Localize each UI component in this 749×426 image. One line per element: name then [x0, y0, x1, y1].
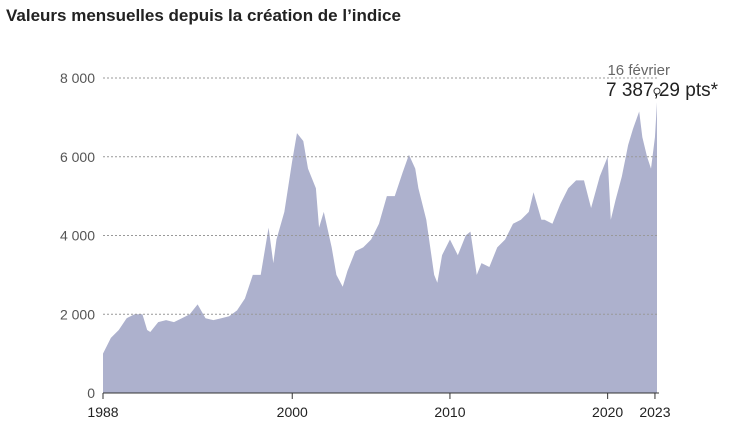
x-tick-label: 2023 — [639, 404, 670, 420]
y-tick-label: 4 000 — [60, 228, 95, 244]
annotation-marker — [653, 87, 661, 95]
chart-title: Valeurs mensuelles depuis la création de… — [6, 6, 401, 25]
annotation-value: 7 387,29 pts* — [606, 80, 719, 101]
x-tick-label: 1988 — [87, 404, 118, 420]
x-tick-label: 2000 — [277, 404, 308, 420]
y-tick-label: 6 000 — [60, 149, 95, 165]
x-tick-label: 2010 — [434, 404, 465, 420]
area — [103, 102, 657, 393]
annotation-date: 16 février — [607, 62, 670, 79]
x-tick-label: 2020 — [592, 404, 623, 420]
y-tick-label: 2 000 — [60, 306, 95, 322]
y-tick-label: 0 — [87, 385, 95, 401]
y-tick-label: 8 000 — [60, 70, 95, 86]
